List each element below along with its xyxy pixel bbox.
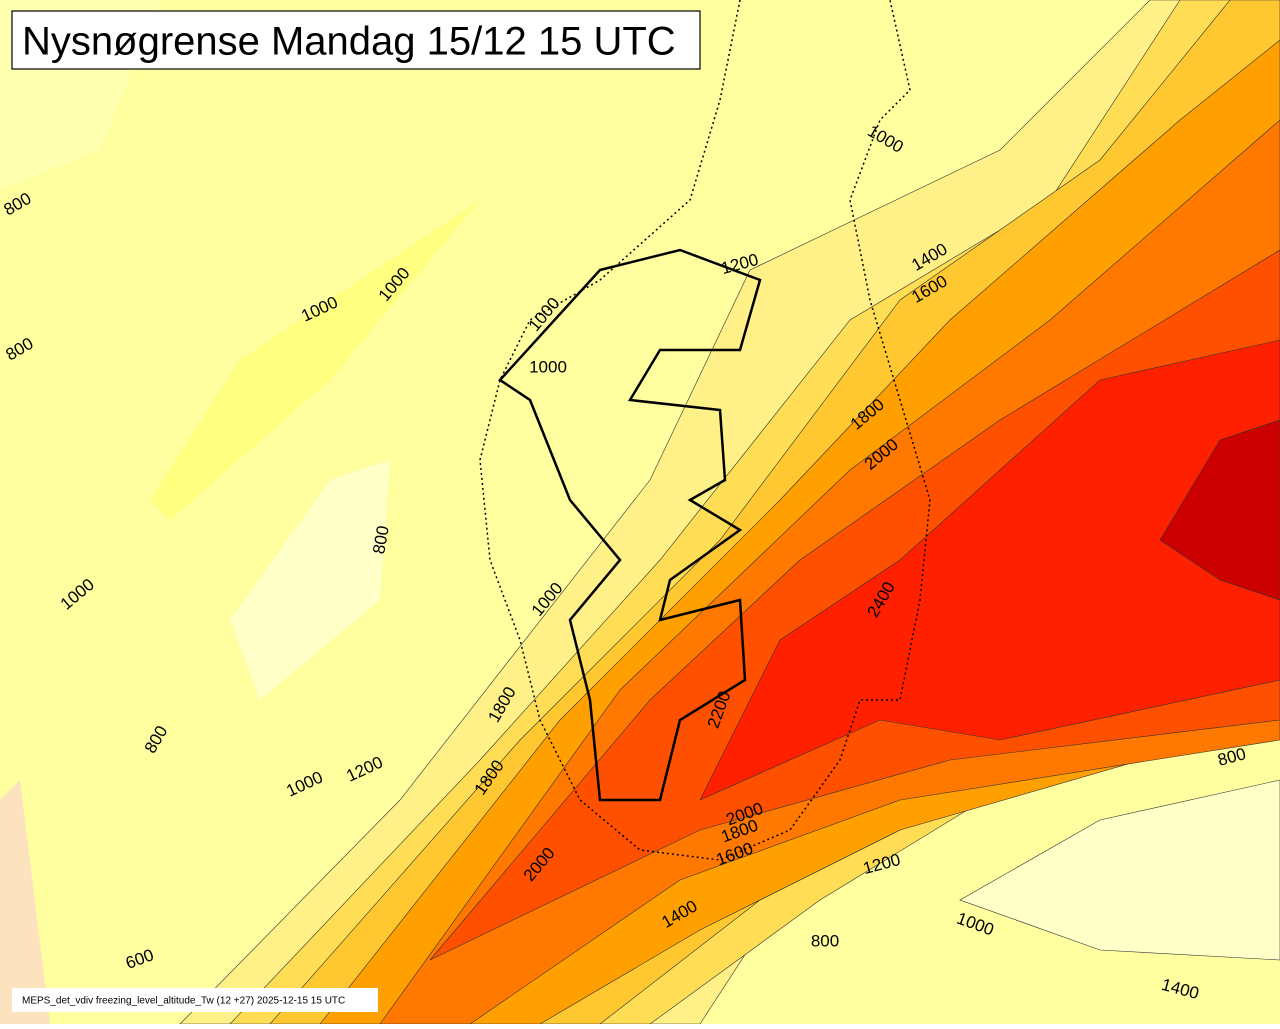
band: [959, 779, 1280, 961]
band: [230, 460, 390, 700]
band: [150, 200, 480, 520]
footer-box: [12, 988, 378, 1012]
coast-outline: [479, 0, 931, 861]
contour-label: 800: [369, 524, 393, 555]
band: [1159, 419, 1280, 601]
footer: MEPS_det_vdiv freezing_level_altitude_Tw…: [22, 996, 345, 1007]
contour-label: 1000: [529, 357, 567, 376]
title-box: [11, 10, 701, 70]
band: [699, 339, 1280, 801]
contour-label: 800: [811, 931, 839, 950]
corner: [0, 780, 50, 1024]
county-borders: [498, 248, 762, 802]
title: Nysnøgrense Mandag 15/12 15 UTC: [22, 20, 676, 64]
